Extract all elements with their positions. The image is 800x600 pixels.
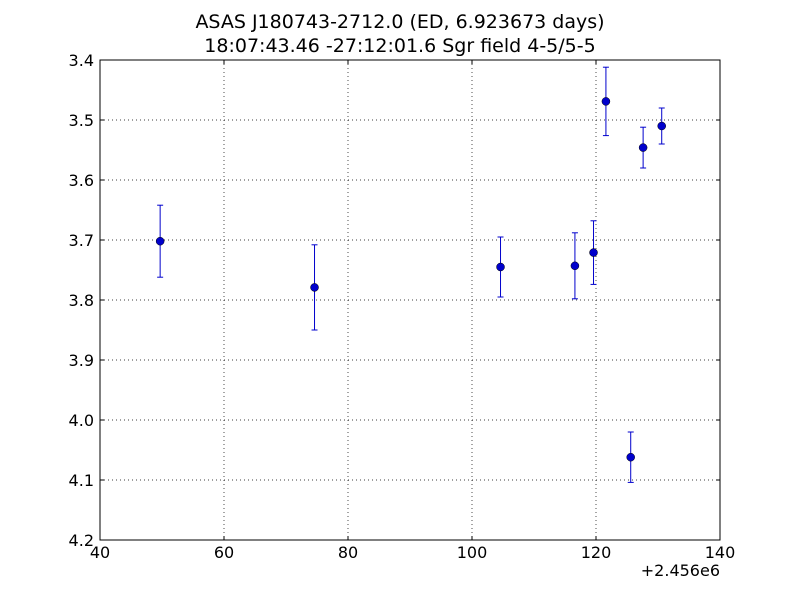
- x-tick-label: 80: [338, 543, 358, 562]
- data-point: [638, 143, 648, 152]
- data-point: [626, 452, 635, 462]
- x-tick-label: 60: [214, 543, 234, 562]
- data-point: [496, 262, 505, 272]
- x-tick-label: 40: [90, 543, 110, 562]
- chart-title-line-1: ASAS J180743-2712.0 (ED, 6.923673 days): [195, 11, 605, 33]
- chart-title-line-2: 18:07:43.46 -27:12:01.6 Sgr field 4-5/5-…: [204, 35, 596, 57]
- data-point: [589, 248, 598, 257]
- y-tick-label: 4.0: [69, 411, 94, 430]
- y-tick-label: 3.7: [69, 231, 94, 250]
- y-tick-label: 4.1: [69, 471, 94, 490]
- data-series: [155, 66, 666, 483]
- grid-lines: [99, 59, 721, 541]
- y-tick-label: 3.8: [69, 291, 94, 310]
- data-point: [601, 97, 611, 106]
- data-point: [310, 283, 319, 292]
- x-tick-label: 100: [457, 543, 488, 562]
- x-tick-label: 140: [705, 543, 736, 562]
- data-point: [570, 261, 580, 271]
- y-tick-label: 3.6: [69, 171, 94, 190]
- x-tick-label: 120: [581, 543, 612, 562]
- data-point: [657, 121, 666, 131]
- x-offset-label: +2.456e6: [641, 561, 720, 580]
- y-tick-label: 3.9: [69, 351, 94, 370]
- y-tick-label: 4.2: [69, 531, 94, 550]
- axis-ticks: 40 60 80 100 120 140 3.4 3.5 3.6 3.7 3.8 3.9 4.0 4.1 4…: [69, 51, 736, 562]
- y-tick-label: 3.5: [69, 111, 94, 130]
- y-tick-label: 3.4: [69, 51, 94, 70]
- data-point: [155, 236, 165, 246]
